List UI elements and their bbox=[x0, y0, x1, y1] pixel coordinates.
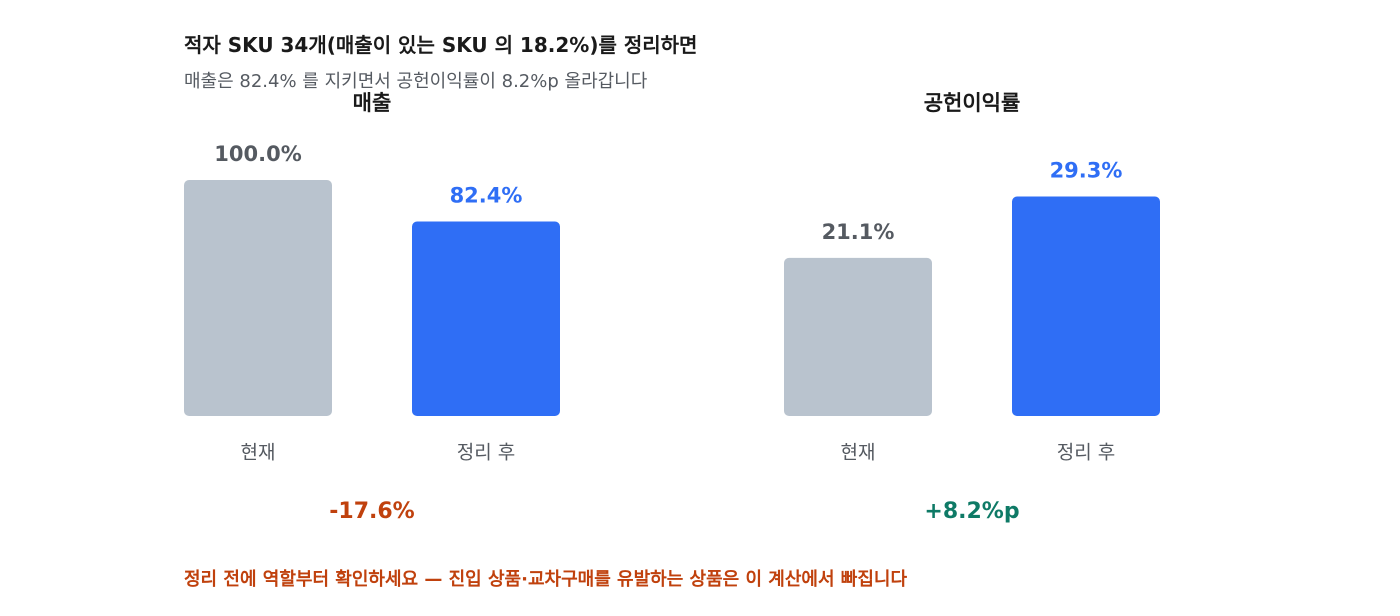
category-label: 현재 bbox=[241, 442, 276, 464]
panel-title: 공헌이익률 bbox=[924, 91, 1021, 115]
value-label: 21.1% bbox=[822, 220, 895, 244]
chart-panel-1: 매출 100.0% 현재 82.4% 정리 후 -17.6% bbox=[184, 91, 560, 524]
category-label: 정리 후 bbox=[457, 442, 515, 464]
footnote-warning: 정리 전에 역할부터 확인하세요 — 진입 상품·교차구매를 유발하는 상품은 … bbox=[184, 569, 908, 590]
bar-before bbox=[184, 180, 332, 416]
delta-label: +8.2%p bbox=[924, 499, 1019, 524]
chart-title: 적자 SKU 34개(매출이 있는 SKU 의 18.2%)를 정리하면 bbox=[184, 33, 698, 57]
category-label: 현재 bbox=[841, 442, 876, 464]
value-label: 100.0% bbox=[214, 142, 301, 166]
delta-label: -17.6% bbox=[329, 499, 414, 524]
panel-title: 매출 bbox=[353, 91, 392, 115]
value-label: 82.4% bbox=[450, 184, 523, 208]
chart-panel-2: 공헌이익률 21.1% 현재 29.3% 정리 후 +8.2%p bbox=[784, 91, 1160, 524]
chart-subtitle: 매출은 82.4% 를 지키면서 공헌이익률이 8.2%p 올라갑니다 bbox=[184, 71, 648, 92]
value-label: 29.3% bbox=[1050, 158, 1123, 182]
bar-after bbox=[412, 221, 560, 416]
bar-after bbox=[1012, 196, 1160, 416]
bar-before bbox=[784, 257, 932, 416]
category-label: 정리 후 bbox=[1057, 442, 1115, 464]
